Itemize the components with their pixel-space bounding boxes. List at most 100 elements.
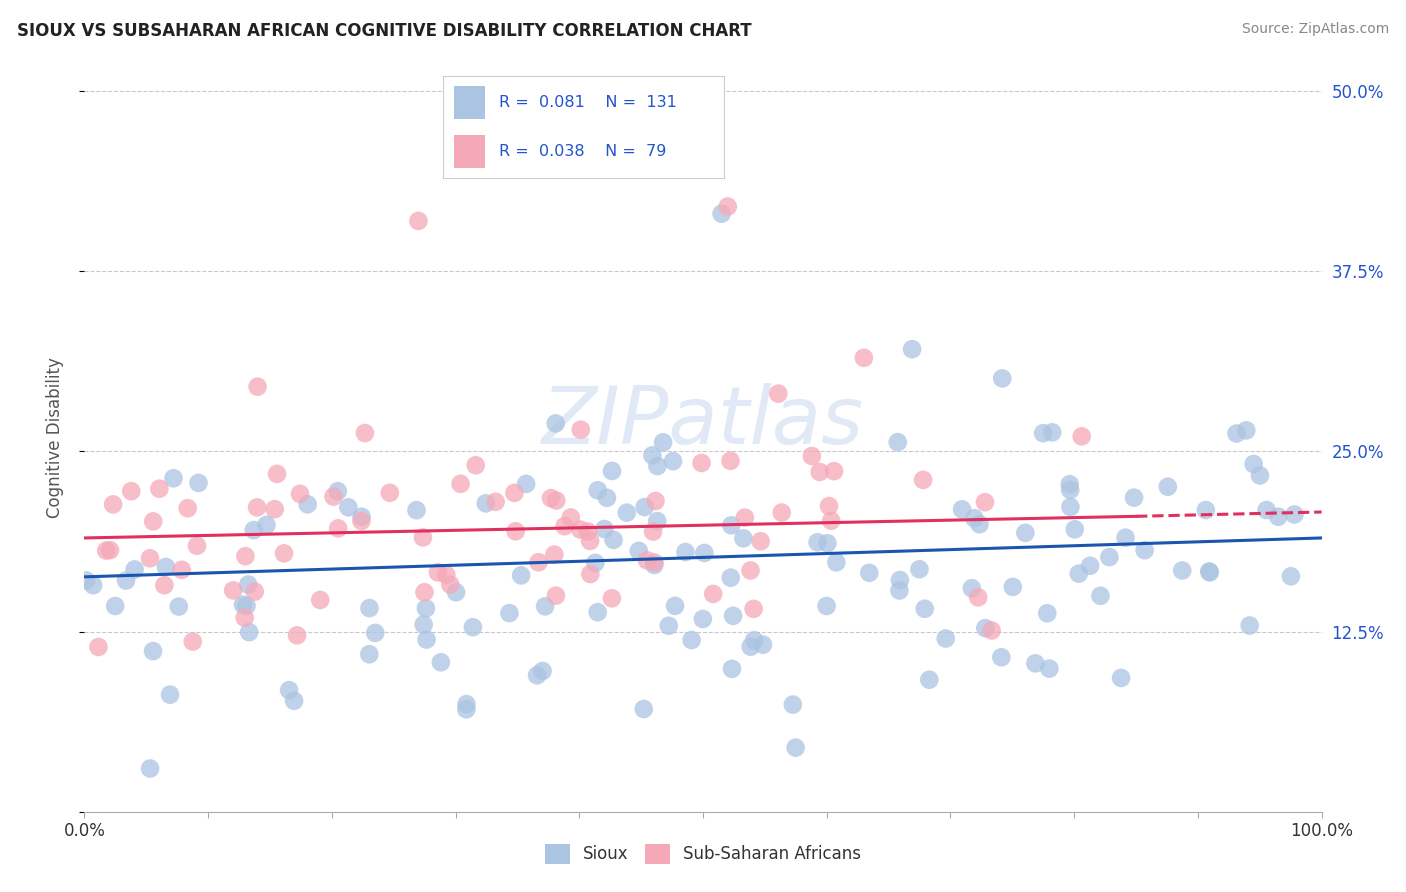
Point bbox=[823, 464, 845, 478]
Point bbox=[415, 632, 437, 647]
Point bbox=[770, 506, 793, 520]
Point bbox=[337, 500, 360, 515]
Point bbox=[721, 608, 744, 623]
Point bbox=[569, 423, 592, 437]
Point bbox=[643, 556, 665, 570]
Point bbox=[170, 563, 193, 577]
Point bbox=[273, 546, 295, 560]
Point bbox=[413, 585, 436, 599]
Point bbox=[254, 517, 277, 532]
Point bbox=[815, 536, 838, 550]
Point bbox=[186, 539, 208, 553]
Point bbox=[115, 574, 138, 588]
Point bbox=[288, 487, 311, 501]
Point bbox=[889, 583, 911, 598]
Point bbox=[749, 534, 772, 549]
Point bbox=[1032, 426, 1054, 441]
Point bbox=[991, 371, 1014, 385]
Text: R =  0.081    N =  131: R = 0.081 N = 131 bbox=[499, 95, 678, 110]
Point bbox=[543, 548, 565, 562]
Point bbox=[889, 573, 911, 587]
Point bbox=[918, 673, 941, 687]
Point bbox=[820, 514, 842, 528]
Point bbox=[600, 464, 623, 478]
Point bbox=[242, 523, 264, 537]
Point bbox=[527, 555, 550, 569]
Text: SIOUX VS SUBSAHARAN AFRICAN COGNITIVE DISABILITY CORRELATION CHART: SIOUX VS SUBSAHARAN AFRICAN COGNITIVE DI… bbox=[17, 22, 751, 40]
Point bbox=[534, 599, 557, 614]
Point bbox=[96, 543, 118, 558]
Point bbox=[266, 467, 288, 481]
Point bbox=[742, 602, 765, 616]
Point bbox=[243, 584, 266, 599]
Point bbox=[120, 484, 142, 499]
Point bbox=[887, 435, 910, 450]
Point bbox=[232, 598, 254, 612]
Point bbox=[969, 517, 991, 532]
Point bbox=[990, 650, 1012, 665]
Point bbox=[593, 522, 616, 536]
Point bbox=[808, 465, 831, 479]
Point bbox=[246, 500, 269, 515]
Point bbox=[785, 740, 807, 755]
Y-axis label: Cognitive Disability: Cognitive Disability bbox=[45, 357, 63, 517]
Bar bbox=[454, 87, 485, 119]
Point bbox=[717, 200, 740, 214]
Point bbox=[263, 502, 285, 516]
Point bbox=[159, 688, 181, 702]
Point bbox=[702, 587, 724, 601]
Point bbox=[408, 214, 430, 228]
Point bbox=[1001, 580, 1024, 594]
Point bbox=[510, 568, 533, 582]
Point bbox=[935, 632, 957, 646]
Point bbox=[187, 475, 209, 490]
Point bbox=[104, 599, 127, 613]
Text: R =  0.038    N =  79: R = 0.038 N = 79 bbox=[499, 145, 666, 160]
Point bbox=[350, 514, 373, 528]
Point bbox=[426, 566, 449, 580]
Point bbox=[643, 558, 665, 572]
Point bbox=[233, 610, 256, 624]
Point bbox=[579, 533, 602, 548]
Point bbox=[1114, 531, 1136, 545]
Point bbox=[645, 514, 668, 528]
Point bbox=[1024, 657, 1046, 671]
Point bbox=[285, 628, 308, 642]
Point bbox=[675, 545, 697, 559]
Point bbox=[350, 509, 373, 524]
Point bbox=[474, 496, 496, 510]
Point bbox=[733, 531, 755, 545]
Point bbox=[658, 619, 681, 633]
Point bbox=[742, 633, 765, 648]
Point bbox=[740, 640, 762, 654]
Point bbox=[544, 417, 567, 431]
Point bbox=[139, 551, 162, 566]
Point bbox=[641, 448, 664, 462]
Point bbox=[222, 583, 245, 598]
Point bbox=[181, 634, 204, 648]
Point bbox=[1038, 662, 1060, 676]
Point bbox=[326, 484, 349, 499]
Point bbox=[600, 591, 623, 606]
Point bbox=[1109, 671, 1132, 685]
Point bbox=[720, 454, 742, 468]
Point bbox=[647, 458, 669, 473]
Point bbox=[560, 510, 582, 524]
Point bbox=[1171, 564, 1194, 578]
Point bbox=[405, 503, 427, 517]
Point bbox=[326, 521, 349, 535]
Point bbox=[1036, 607, 1059, 621]
Point bbox=[456, 697, 478, 711]
Point bbox=[283, 694, 305, 708]
Point bbox=[246, 379, 269, 393]
Point bbox=[583, 556, 606, 570]
Point bbox=[800, 449, 823, 463]
Point bbox=[1267, 509, 1289, 524]
Point bbox=[908, 562, 931, 576]
Point bbox=[586, 483, 609, 498]
Point bbox=[1123, 491, 1146, 505]
Point bbox=[720, 571, 742, 585]
Point bbox=[148, 482, 170, 496]
Point bbox=[155, 560, 177, 574]
Point bbox=[540, 491, 562, 505]
